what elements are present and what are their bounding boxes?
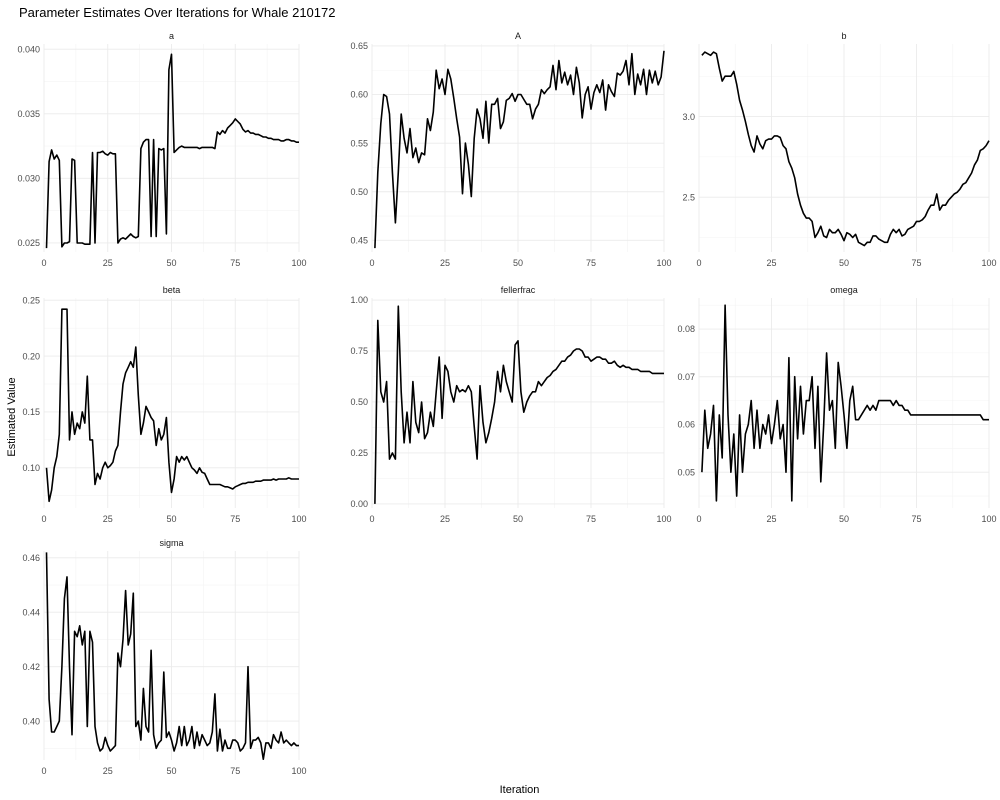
x-tick-label: 75 — [911, 514, 921, 524]
y-tick-label: 0.44 — [22, 607, 40, 617]
x-tick-label: 25 — [766, 258, 776, 268]
x-tick-label: 75 — [911, 258, 921, 268]
series-line-fellerfrac — [374, 305, 664, 504]
facet-label: b — [841, 31, 846, 41]
y-tick-label: 0.06 — [677, 420, 695, 430]
y-tick-label: 0.025 — [17, 238, 40, 248]
chart-title: Parameter Estimates Over Iterations for … — [19, 5, 335, 20]
y-tick-label: 0.15 — [22, 407, 40, 417]
x-tick-label: 0 — [41, 514, 46, 524]
y-tick-label: 3.0 — [682, 112, 695, 122]
y-tick-label: 0.42 — [22, 662, 40, 672]
panel-sigma: sigma 0 25 50 75 100 0.40 0.42 0.44 0.46 — [22, 538, 306, 776]
series-line-omega — [701, 304, 989, 502]
x-tick-label: 100 — [291, 258, 306, 268]
y-tick-label: 0.25 — [22, 295, 40, 305]
y-tick-label: 0.50 — [350, 397, 368, 407]
x-tick-label: 100 — [981, 258, 996, 268]
x-tick-label: 75 — [230, 766, 240, 776]
y-tick-label: 0.00 — [350, 499, 368, 509]
facet-panels: a 0 25 50 75 100 0.025 0.030 0.035 0.040 A 0 25 50 75 1… — [17, 31, 996, 776]
x-tick-label: 100 — [656, 514, 671, 524]
x-tick-label: 50 — [839, 514, 849, 524]
x-tick-label: 0 — [696, 514, 701, 524]
x-tick-label: 0 — [696, 258, 701, 268]
y-tick-label: 0.60 — [350, 90, 368, 100]
y-tick-label: 0.46 — [22, 553, 40, 563]
x-tick-label: 0 — [41, 766, 46, 776]
y-tick-label: 0.50 — [350, 187, 368, 197]
series-line-a — [374, 50, 665, 249]
panel-fellerfrac: fellerfrac 0 25 50 75 100 0.00 0.25 0.50 0.75 1.00 — [350, 285, 671, 524]
y-tick-label: 0.035 — [17, 109, 40, 119]
y-tick-label: 0.20 — [22, 351, 40, 361]
facet-label: sigma — [159, 538, 183, 548]
y-tick-label: 0.08 — [677, 324, 695, 334]
series-line-beta — [45, 308, 299, 503]
facet-label: a — [169, 31, 174, 41]
series-line-sigma — [45, 552, 299, 761]
series-line-a — [45, 53, 299, 249]
x-tick-label: 75 — [586, 514, 596, 524]
y-tick-label: 2.5 — [682, 192, 695, 202]
x-tick-label: 25 — [103, 258, 113, 268]
panel-beta: beta 0 25 50 75 100 0.10 0.15 0.20 0.25 — [22, 285, 306, 524]
y-tick-label: 0.55 — [350, 138, 368, 148]
facet-label: A — [515, 31, 521, 41]
series-line-b — [701, 51, 990, 247]
x-tick-label: 100 — [291, 514, 306, 524]
y-tick-label: 0.07 — [677, 372, 695, 382]
x-tick-label: 25 — [440, 514, 450, 524]
x-tick-label: 25 — [103, 766, 113, 776]
panel-a: a 0 25 50 75 100 0.025 0.030 0.035 0.040 — [17, 31, 306, 268]
x-tick-label: 50 — [839, 258, 849, 268]
y-axis-label: Estimated Value — [6, 377, 18, 456]
y-tick-label: 0.75 — [350, 346, 368, 356]
x-tick-label: 75 — [230, 514, 240, 524]
facet-label: omega — [830, 285, 858, 295]
y-tick-label: 1.00 — [350, 295, 368, 305]
x-tick-label: 50 — [166, 514, 176, 524]
x-tick-label: 75 — [230, 258, 240, 268]
y-tick-label: 0.05 — [677, 467, 695, 477]
x-tick-label: 25 — [766, 514, 776, 524]
x-tick-label: 50 — [166, 258, 176, 268]
x-tick-label: 50 — [513, 258, 523, 268]
y-tick-label: 0.65 — [350, 41, 368, 51]
x-tick-label: 100 — [291, 766, 306, 776]
y-tick-label: 0.030 — [17, 174, 40, 184]
x-tick-label: 75 — [586, 258, 596, 268]
facet-label: fellerfrac — [501, 285, 536, 295]
x-tick-label: 100 — [981, 514, 996, 524]
x-tick-label: 0 — [369, 514, 374, 524]
x-tick-label: 25 — [103, 514, 113, 524]
panel-omega: omega 0 25 50 75 100 0.05 0.06 0.07 0.08 — [677, 285, 996, 524]
panel-a: A 0 25 50 75 100 0.45 0.50 0.55 0.60 0.65 — [350, 31, 671, 268]
y-tick-label: 0.25 — [350, 448, 368, 458]
x-tick-label: 100 — [656, 258, 671, 268]
facet-label: beta — [163, 285, 181, 295]
y-tick-label: 0.45 — [350, 236, 368, 246]
x-tick-label: 50 — [513, 514, 523, 524]
panel-b: b 0 25 50 75 100 2.5 3.0 — [682, 31, 996, 268]
x-axis-label: Iteration — [500, 784, 540, 796]
x-tick-label: 0 — [41, 258, 46, 268]
x-tick-label: 25 — [440, 258, 450, 268]
x-tick-label: 0 — [369, 258, 374, 268]
x-tick-label: 50 — [166, 766, 176, 776]
y-tick-label: 0.10 — [22, 463, 40, 473]
y-tick-label: 0.40 — [22, 716, 40, 726]
y-tick-label: 0.040 — [17, 44, 40, 54]
